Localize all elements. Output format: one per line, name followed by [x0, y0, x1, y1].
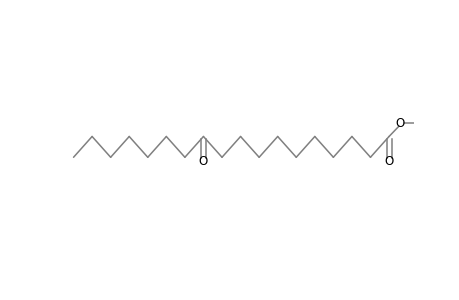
Text: O: O [198, 155, 207, 168]
Text: O: O [395, 117, 404, 130]
Text: O: O [384, 155, 393, 168]
